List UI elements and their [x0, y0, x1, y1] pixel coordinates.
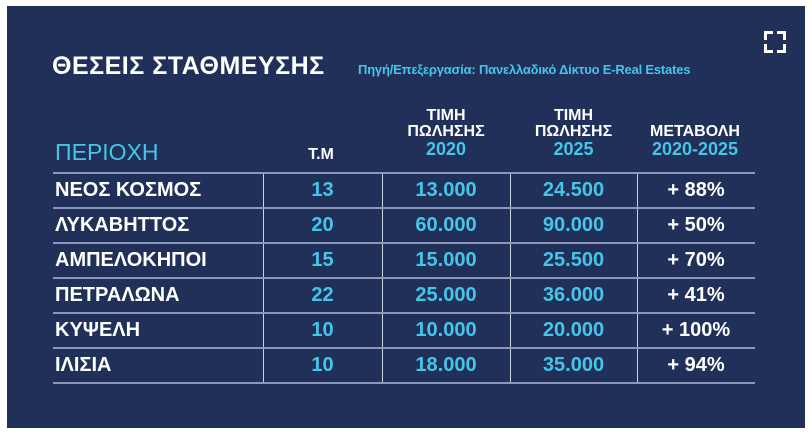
- column-divider: [510, 314, 511, 347]
- cell-area: ΠΕΤΡΑΛΩΝΑ: [55, 284, 180, 306]
- header-price-2020: ΤΙΜΗ ΠΩΛΗΣΗΣ 2020: [382, 107, 510, 159]
- header-line: ΤΙΜΗ: [553, 107, 594, 124]
- column-divider: [382, 209, 383, 242]
- cell-change: + 94%: [667, 354, 725, 376]
- column-divider: [637, 349, 638, 382]
- cell-sqm: 13: [311, 179, 334, 201]
- column-divider: [263, 349, 264, 382]
- cell-price-2025: 36.000: [542, 284, 605, 306]
- cell-sqm: 22: [311, 284, 334, 306]
- header-line: ΤΙΜΗ: [426, 107, 466, 124]
- source-note: Πηγή/Επεξεργασία: Πανελλαδικό Δίκτυο E-R…: [358, 62, 691, 77]
- cell-price-2025: 25.500: [542, 249, 605, 271]
- column-divider: [263, 314, 264, 347]
- column-divider: [382, 314, 383, 347]
- cell-price-2020: 15.000: [415, 249, 477, 271]
- header-price-2025: ΤΙΜΗ ΠΩΛΗΣΗΣ 2025: [510, 107, 637, 159]
- video-frame: [7, 6, 805, 428]
- cell-change: + 70%: [667, 249, 725, 271]
- fullscreen-icon[interactable]: [764, 31, 786, 53]
- column-divider: [510, 244, 511, 277]
- column-divider: [637, 244, 638, 277]
- table-row: ΛΥΚΑΒΗΤΤΟΣ 20 60.000 90.000 + 50%: [53, 207, 755, 242]
- header-line: ΠΩΛΗΣΗΣ: [407, 123, 485, 140]
- column-divider: [637, 279, 638, 312]
- table-row: ΙΛΙΣΙΑ 10 18.000 35.000 + 94%: [53, 347, 755, 384]
- cell-price-2020: 13.000: [415, 179, 477, 201]
- cell-sqm: 15: [311, 249, 334, 271]
- header-area: ΠΕΡΙΟΧΗ: [55, 139, 159, 165]
- table-row: ΝΕΟΣ ΚΟΣΜΟΣ 13 13.000 24.500 + 88%: [53, 172, 755, 207]
- table-row: ΠΕΤΡΑΛΩΝΑ 22 25.000 36.000 + 41%: [53, 277, 755, 312]
- column-divider: [510, 174, 511, 207]
- cell-change: + 100%: [661, 319, 731, 341]
- table-row: ΑΜΠΕΛΟΚΗΠΟΙ 15 15.000 25.500 + 70%: [53, 242, 755, 277]
- header-sqm: Τ.Μ: [308, 146, 334, 163]
- column-divider: [263, 279, 264, 312]
- cell-area: ΙΛΙΣΙΑ: [55, 354, 112, 376]
- cell-area: ΝΕΟΣ ΚΟΣΜΟΣ: [55, 179, 202, 201]
- cell-area: ΛΥΚΑΒΗΤΤΟΣ: [55, 214, 190, 236]
- cell-area: ΚΥΨΕΛΗ: [55, 319, 141, 341]
- header-year: 2025: [553, 139, 594, 159]
- cell-sqm: 10: [311, 319, 334, 341]
- cell-price-2025: 35.000: [542, 354, 605, 376]
- column-divider: [510, 279, 511, 312]
- page-title: ΘΕΣΕΙΣ ΣΤΑΘΜΕΥΣΗΣ: [52, 52, 325, 80]
- cell-price-2025: 24.500: [542, 179, 605, 201]
- cell-price-2025: 90.000: [542, 214, 605, 236]
- parking-table: ΝΕΟΣ ΚΟΣΜΟΣ 13 13.000 24.500 + 88% ΛΥΚΑΒΗΤΤΟΣ…: [53, 172, 755, 384]
- column-divider: [510, 209, 511, 242]
- column-divider: [263, 209, 264, 242]
- column-divider: [263, 244, 264, 277]
- cell-change: + 50%: [667, 214, 725, 236]
- column-divider: [382, 244, 383, 277]
- column-divider: [263, 174, 264, 207]
- table-row: ΚΥΨΕΛΗ 10 10.000 20.000 + 100%: [53, 312, 755, 347]
- column-divider: [637, 314, 638, 347]
- header-year: 2020-2025: [651, 139, 739, 159]
- cell-price-2020: 10.000: [415, 319, 477, 341]
- cell-sqm: 10: [311, 354, 334, 376]
- cell-change: + 41%: [667, 284, 725, 306]
- cell-sqm: 20: [311, 214, 334, 236]
- cell-price-2020: 25.000: [415, 284, 477, 306]
- column-divider: [382, 349, 383, 382]
- column-divider: [382, 279, 383, 312]
- cell-price-2025: 20.000: [542, 319, 605, 341]
- column-divider: [637, 209, 638, 242]
- header-year: 2020: [425, 139, 467, 159]
- header-line: ΜΕΤΑΒΟΛΗ: [650, 123, 740, 140]
- header-change: ΜΕΤΑΒΟΛΗ 2020-2025: [630, 123, 760, 159]
- header-line: ΠΩΛΗΣΗΣ: [534, 123, 613, 140]
- column-divider: [510, 349, 511, 382]
- cell-price-2020: 60.000: [415, 214, 477, 236]
- column-divider: [637, 174, 638, 207]
- column-divider: [382, 174, 383, 207]
- cell-area: ΑΜΠΕΛΟΚΗΠΟΙ: [55, 249, 207, 271]
- cell-price-2020: 18.000: [415, 354, 477, 376]
- cell-change: + 88%: [667, 179, 725, 201]
